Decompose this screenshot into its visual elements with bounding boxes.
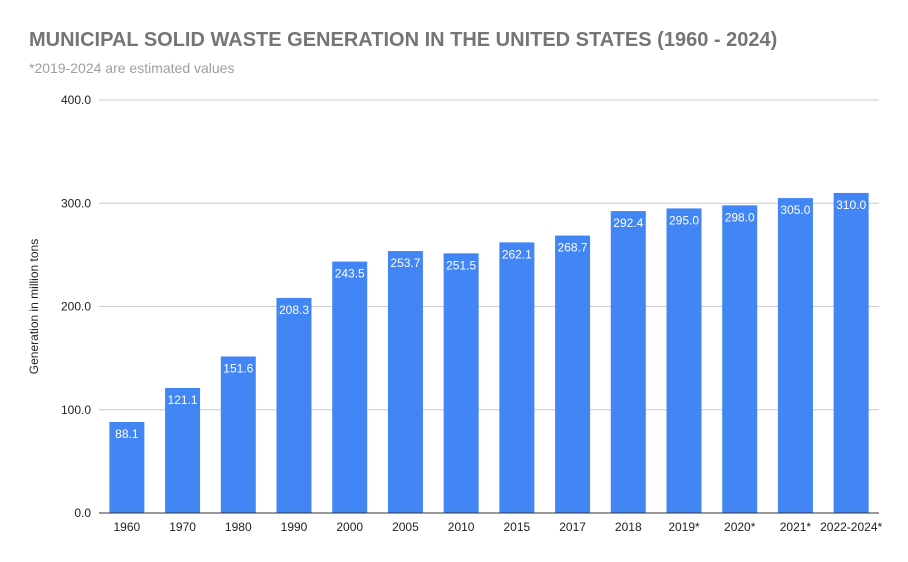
x-tick-label: 1960 bbox=[114, 520, 141, 534]
bar-value-label: 253.7 bbox=[390, 256, 420, 270]
bar-value-label: 262.1 bbox=[502, 247, 532, 261]
bar-value-label: 243.5 bbox=[335, 267, 365, 281]
bar-value-label: 88.1 bbox=[115, 427, 139, 441]
x-tick-label: 1980 bbox=[225, 520, 252, 534]
y-tick-label: 400.0 bbox=[61, 93, 91, 107]
axes: 0.0 100.0 200.0 300.0 400.0 1960 1970 1980 1990 2… bbox=[61, 93, 883, 534]
bar bbox=[109, 422, 145, 513]
bar-value-label: 292.4 bbox=[613, 216, 643, 230]
x-tick-label: 2018 bbox=[615, 520, 642, 534]
x-tick-label: 1990 bbox=[281, 520, 308, 534]
bar-value-label: 298.0 bbox=[725, 210, 755, 224]
bar bbox=[777, 198, 813, 513]
bar bbox=[610, 211, 646, 514]
chart-subtitle: *2019-2024 are estimated values bbox=[29, 60, 235, 76]
x-tick-label: 2019* bbox=[668, 520, 700, 534]
x-tick-label: 2010 bbox=[448, 520, 475, 534]
y-tick-label: 100.0 bbox=[61, 403, 91, 417]
x-tick-label: 2020* bbox=[724, 520, 756, 534]
x-tick-label: 2017 bbox=[559, 520, 586, 534]
bar bbox=[833, 192, 869, 514]
x-tick-label: 2022-2024* bbox=[820, 520, 882, 534]
bar-value-label: 151.6 bbox=[223, 361, 253, 375]
bar bbox=[165, 387, 201, 513]
bar bbox=[387, 251, 423, 513]
y-tick-label: 200.0 bbox=[61, 300, 91, 314]
bar-value-label: 251.5 bbox=[446, 258, 476, 272]
x-tick-label: 2015 bbox=[504, 520, 531, 534]
gridlines bbox=[99, 99, 879, 411]
bar-value-label: 268.7 bbox=[558, 241, 588, 255]
x-tick-label: 2021* bbox=[780, 520, 812, 534]
bar-value-label: 208.3 bbox=[279, 303, 309, 317]
chart-title: MUNICIPAL SOLID WASTE GENERATION IN THE … bbox=[29, 29, 778, 51]
bar-value-label: 295.0 bbox=[669, 213, 699, 227]
bar bbox=[220, 356, 256, 513]
y-tick-label: 0.0 bbox=[74, 506, 91, 520]
bar-value-label: 310.0 bbox=[836, 198, 866, 212]
bar-value-label: 121.1 bbox=[168, 393, 198, 407]
bar-value-label: 305.0 bbox=[780, 203, 810, 217]
bar bbox=[666, 208, 702, 513]
y-axis-title: Generation in million tons bbox=[27, 239, 41, 374]
bar bbox=[332, 261, 368, 513]
bar bbox=[499, 242, 535, 513]
x-tick-label: 2000 bbox=[336, 520, 363, 534]
x-tick-label: 2005 bbox=[392, 520, 419, 534]
bar bbox=[276, 297, 312, 513]
x-tick-label: 1970 bbox=[169, 520, 196, 534]
bar bbox=[555, 235, 591, 513]
bar bbox=[722, 205, 758, 513]
bars: 88.1 121.1 151.6 208.3 243.5 253.7 251.5 262.1 2… bbox=[109, 192, 869, 514]
bar bbox=[443, 253, 479, 514]
y-tick-label: 300.0 bbox=[61, 196, 91, 210]
